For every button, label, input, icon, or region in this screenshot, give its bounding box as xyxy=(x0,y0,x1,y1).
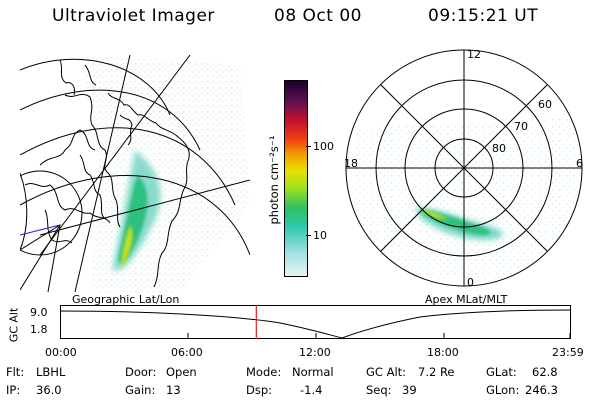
mode-label: Mode: xyxy=(246,365,282,379)
timeline-xtick-0000: 00:00 xyxy=(45,346,77,359)
date-label: 08 Oct 00 xyxy=(274,6,362,26)
mode-value: Normal xyxy=(292,365,334,379)
timeline-xtick-1800: 18:00 xyxy=(427,346,459,359)
altitude-curve xyxy=(60,309,572,339)
auroral-oval-polar xyxy=(415,207,504,241)
altitude-timeline xyxy=(60,305,572,339)
door-label: Door: xyxy=(125,365,157,379)
door-value: Open xyxy=(166,365,197,379)
mlt-label-0: 0 xyxy=(467,276,474,289)
polar-grid xyxy=(345,49,583,287)
mlt-label-18: 18 xyxy=(344,157,358,170)
mlat-label-80: 80 xyxy=(492,142,506,155)
timeline-xtick-0600: 06:00 xyxy=(171,346,203,359)
ip-value: 36.0 xyxy=(36,383,62,397)
geo-grid xyxy=(20,55,250,292)
geographic-map xyxy=(20,55,250,292)
gain-value: 13 xyxy=(166,383,181,397)
ip-label: IP: xyxy=(6,383,21,397)
colorbar-tick-mark-10 xyxy=(306,235,311,236)
timeline-ytick-9: 9.0 xyxy=(30,306,48,319)
glon-value: 246.3 xyxy=(525,383,558,397)
auroral-oval-geo xyxy=(112,150,161,271)
time-label: 09:15:21 UT xyxy=(428,6,539,26)
colorbar-unit: photon cm⁻²s⁻¹ xyxy=(267,135,281,225)
timeline-axis-label: GC Alt xyxy=(7,307,21,343)
gcalt-value: 7.2 Re xyxy=(418,365,455,379)
seq-label: Seq: xyxy=(366,383,392,397)
flt-label: Flt: xyxy=(6,365,25,379)
instrument-title: Ultraviolet Imager xyxy=(52,6,215,26)
dsp-value: -1.4 xyxy=(300,383,323,397)
seq-value: 39 xyxy=(402,383,417,397)
coastlines xyxy=(24,59,190,288)
flt-value: LBHL xyxy=(36,365,66,379)
dsp-label: Dsp: xyxy=(246,383,273,397)
timeline-xtick-1200: 12:00 xyxy=(299,346,331,359)
gain-label: Gain: xyxy=(125,383,156,397)
glon-label: GLon: xyxy=(486,383,520,397)
apex-label: Apex MLat/MLT xyxy=(425,293,508,306)
geographic-label: Geographic Lat/Lon xyxy=(72,293,180,306)
mlat-label-60: 60 xyxy=(538,98,552,111)
timeline-ytick-1.8: 1.8 xyxy=(30,323,48,336)
mlat-label-70: 70 xyxy=(514,120,528,133)
glat-label: GLat: xyxy=(486,365,517,379)
colorbar xyxy=(284,80,308,277)
colorbar-tick-100: 100 xyxy=(313,140,334,153)
gcalt-label: GC Alt: xyxy=(366,365,407,379)
mlt-label-12: 12 xyxy=(467,48,481,61)
mlt-label-6: 6 xyxy=(576,157,583,170)
colorbar-tick-10: 10 xyxy=(313,229,327,242)
glat-value: 62.8 xyxy=(532,365,558,379)
polar-mlt-plot xyxy=(345,49,583,287)
colorbar-tick-mark-100 xyxy=(306,146,311,147)
timeline-xtick-2359: 23:59 xyxy=(552,346,584,359)
